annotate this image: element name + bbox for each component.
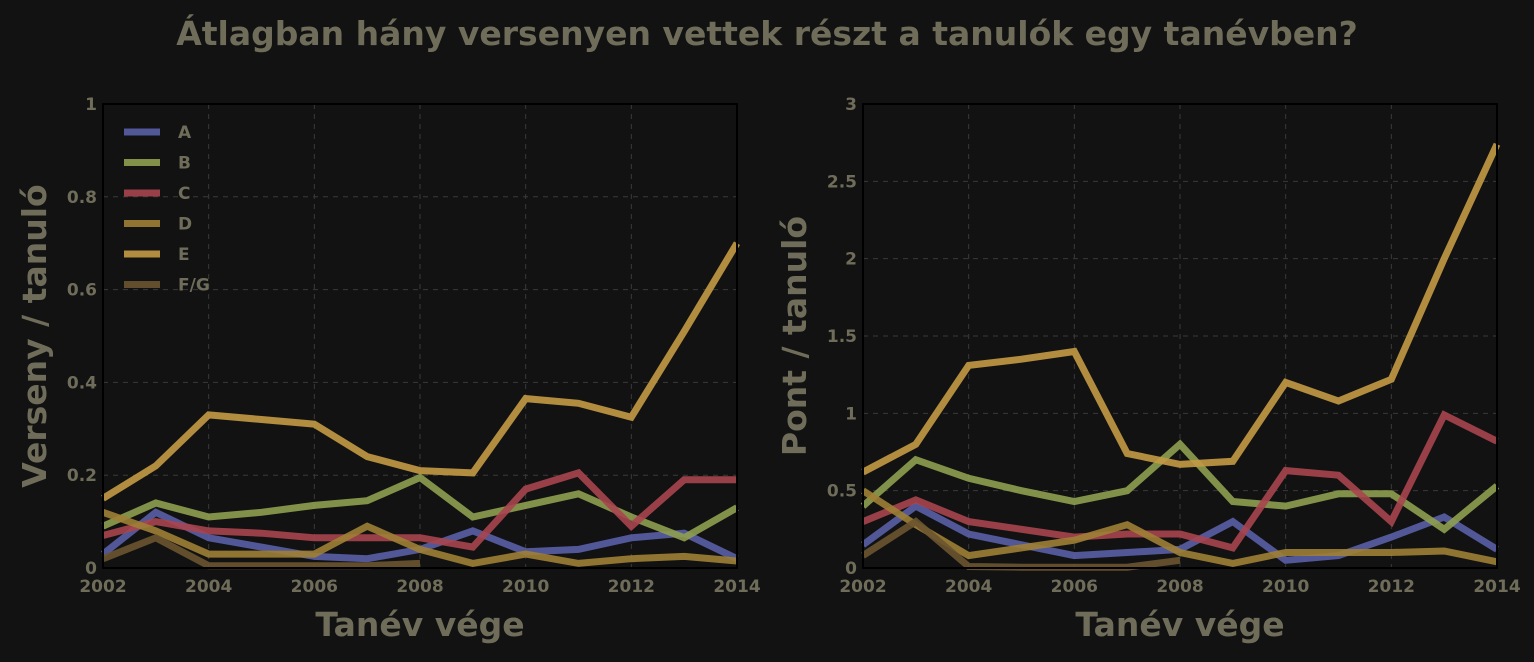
series-line-c: [102, 468, 737, 551]
y-tick-label: 0.5: [827, 482, 857, 502]
series-line-b: [101, 473, 739, 542]
y-tick-label: 2.5: [827, 172, 857, 192]
y-tick-label: 0.6: [67, 281, 97, 301]
chart-panel-1: 0 0.2 0.4 0.6 0.8 1 2002 2004 2006 2008 2010 2012 20…: [15, 95, 761, 644]
y-tick-label: 1: [845, 404, 857, 424]
series-line-e: [861, 142, 1501, 476]
y-tick-label: 2: [845, 250, 857, 270]
x-axis-label: Tanév vége: [315, 605, 524, 644]
y-tick-label: 3: [845, 95, 857, 115]
x-tick-label: 2012: [608, 577, 655, 597]
series-line-b: [860, 439, 1500, 534]
plot-frame: [862, 103, 1498, 569]
y-tick-label: 0.4: [67, 373, 97, 393]
x-tick-label: 2006: [1051, 577, 1098, 597]
x-tick-label: 2010: [1262, 577, 1309, 597]
x-tick-label: 2006: [291, 577, 338, 597]
y-tick-label: 0: [845, 559, 857, 579]
legend-label: B: [178, 154, 191, 174]
chart-panel-2: 0 0.5 1 1.5 2 2.5 3 2002 2004 2006 2008 2010 2012 201…: [775, 95, 1521, 644]
legend-label: A: [178, 123, 192, 143]
legend-label: D: [178, 215, 192, 235]
x-tick-label: 2004: [185, 577, 232, 597]
y-tick-label: 0: [85, 559, 97, 579]
y-tick-label: 1: [85, 95, 97, 115]
x-axis-label: Tanév vége: [1075, 605, 1284, 644]
x-tick-label: 2012: [1368, 577, 1415, 597]
legend-label: E: [178, 245, 190, 265]
series-line-d: [101, 508, 738, 567]
legend-label: C: [178, 184, 190, 204]
chart-title: Átlagban hány versenyen vettek részt a t…: [176, 14, 1358, 53]
y-tick-label: 0.8: [67, 188, 97, 208]
y-tick-label: 0.2: [67, 466, 97, 486]
x-tick-label: 2008: [396, 577, 443, 597]
y-axis-label: Pont / tanuló: [775, 216, 814, 456]
plot-frame: [102, 103, 738, 569]
x-tick-label: 2010: [502, 577, 549, 597]
x-tick-label: 2002: [79, 577, 126, 597]
series-line-d: [861, 487, 1498, 567]
x-tick-label: 2008: [1156, 577, 1203, 597]
x-tick-label: 2014: [1473, 577, 1520, 597]
series-line-c: [861, 410, 1499, 552]
series-line-f-g: [101, 533, 421, 570]
x-tick-label: 2004: [945, 577, 992, 597]
y-tick-label: 1.5: [827, 327, 857, 347]
x-tick-label: 2002: [839, 577, 886, 597]
x-tick-label: 2014: [713, 577, 760, 597]
y-axis-label: Verseny / tanuló: [15, 184, 54, 487]
legend-label: F/G: [178, 276, 210, 296]
series-line-e: [101, 241, 741, 502]
